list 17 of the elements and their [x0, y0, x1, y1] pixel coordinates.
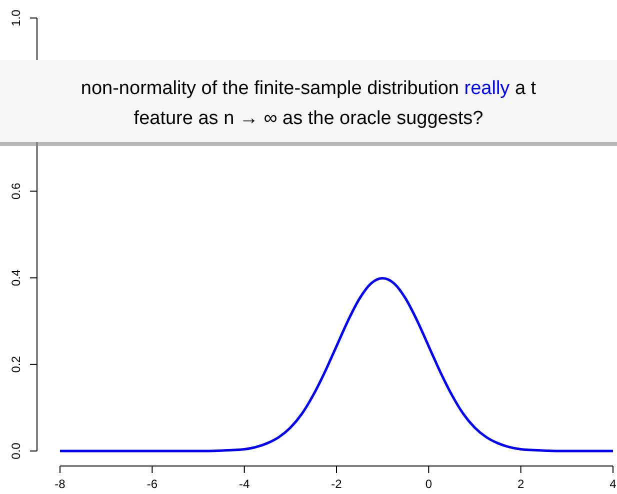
y-tick-label: 0.6: [9, 182, 23, 200]
annotation: feature as n → ∞ as the oracle suggests?: [134, 108, 484, 129]
annotation: really: [458, 78, 510, 99]
x-tick-label: -4: [238, 477, 250, 491]
y-tick-label: 0.4: [9, 269, 23, 286]
x-tick-label: 0: [425, 477, 432, 491]
y-tick-label: 1.0: [9, 9, 23, 26]
annotation: non-normality of the finite-sample distribution: [80, 78, 459, 99]
x-tick-label: 2: [517, 477, 524, 491]
x-tick-label: -6: [146, 477, 158, 491]
x-tick-label: 4: [610, 477, 617, 491]
y-tick-label: 0.0: [9, 442, 23, 460]
x-tick-label: -8: [54, 477, 66, 491]
y-tick-label: 0.2: [9, 356, 23, 373]
x-tick-label: -2: [331, 477, 342, 491]
annotation: a t: [510, 78, 537, 99]
line-series: [58, 276, 614, 452]
